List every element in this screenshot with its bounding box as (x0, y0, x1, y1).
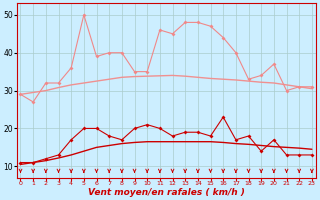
X-axis label: Vent moyen/en rafales ( km/h ): Vent moyen/en rafales ( km/h ) (88, 188, 244, 197)
